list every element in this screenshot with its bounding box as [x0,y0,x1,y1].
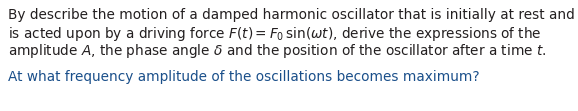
Text: amplitude $A$, the phase angle $\delta$ and the position of the oscillator after: amplitude $A$, the phase angle $\delta$ … [8,42,546,60]
Text: At what frequency amplitude of the oscillations becomes maximum?: At what frequency amplitude of the oscil… [8,70,480,84]
Text: is acted upon by a driving force $F(t) = F_0\,\mathrm{sin}(\omega t)$, derive th: is acted upon by a driving force $F(t) =… [8,25,542,43]
Text: By describe the motion of a damped harmonic oscillator that is initially at rest: By describe the motion of a damped harmo… [8,8,578,22]
